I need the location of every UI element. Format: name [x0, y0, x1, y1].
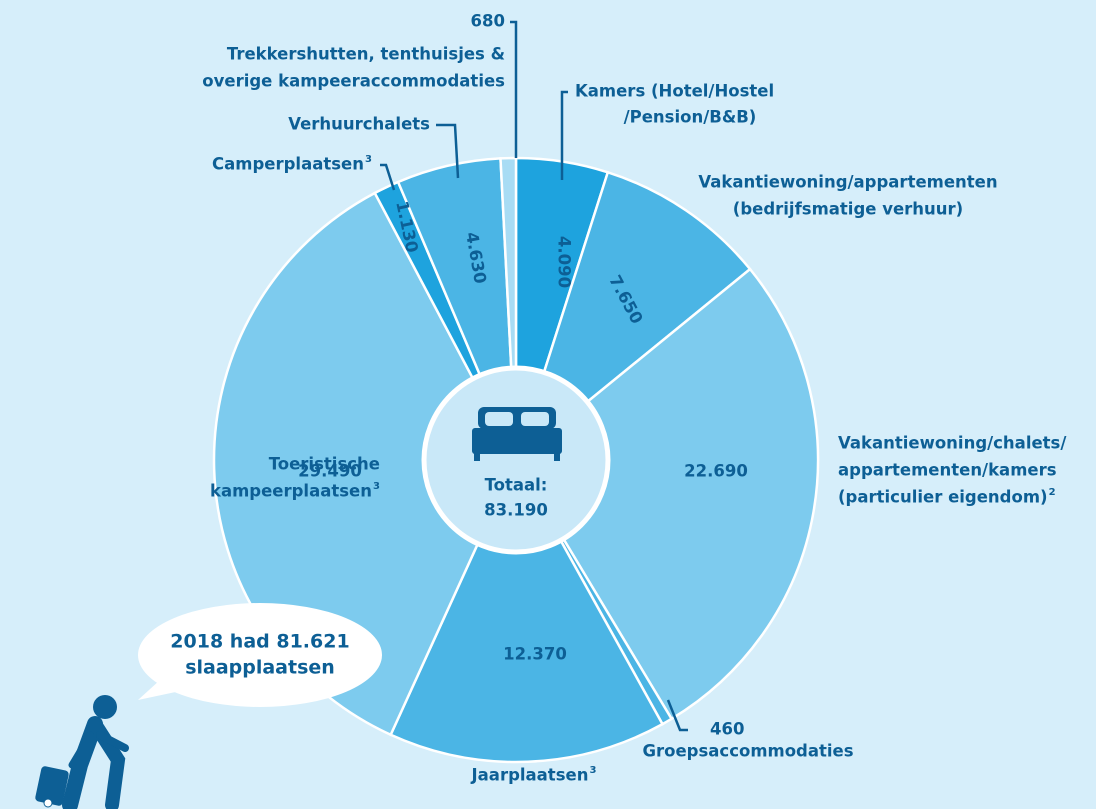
leader-line — [510, 20, 518, 158]
category-label: Jaarplaatsen — [471, 766, 589, 785]
category-label: Verhuurchalets — [288, 115, 430, 134]
speech-bubble — [138, 603, 382, 707]
footnote-mark: 3 — [589, 765, 596, 776]
category-label: Toeristische — [269, 455, 380, 474]
category-label: Kamers (Hotel/Hostel — [575, 82, 774, 101]
footnote-mark: 2 — [1049, 487, 1056, 498]
value-label: 22.690 — [684, 462, 748, 481]
value-label: 680 — [471, 12, 505, 31]
value-label: 29.490 — [298, 462, 362, 481]
value-label: 12.370 — [503, 645, 567, 664]
category-label: Trekkershutten, tenthuisjes & — [227, 45, 505, 64]
leader-line — [560, 90, 568, 180]
category-label: (bedrijfsmatige verhuur) — [733, 200, 963, 219]
total-label: Totaal: — [485, 476, 548, 495]
category-label: Camperplaatsen — [212, 155, 364, 174]
footnote-mark: 3 — [365, 154, 372, 165]
category-label: Vakantiewoning/appartementen — [698, 173, 997, 192]
leader-line — [380, 163, 396, 191]
footnote-mark: 3 — [373, 481, 380, 492]
annotation: 2018 had 81.621 — [170, 631, 349, 653]
category-label: Vakantiewoning/chalets/ — [838, 434, 1067, 453]
leader-line — [666, 699, 688, 732]
value-label: 4.090 — [555, 236, 574, 288]
traveller-icon — [35, 695, 129, 809]
category-label: kampeerplaatsen — [210, 482, 372, 501]
leader-line — [436, 123, 460, 179]
category-label: Groepsaccommodaties — [642, 742, 853, 761]
annotation: slaapplaatsen — [185, 657, 335, 679]
category-label: appartementen/kamers — [838, 461, 1057, 480]
bed-icon — [472, 407, 562, 461]
pie-slice — [389, 457, 665, 764]
center-circle — [421, 365, 611, 555]
total-value: 83.190 — [484, 501, 548, 520]
category-label: overige kampeeraccommodaties — [202, 72, 505, 91]
pie-slice — [514, 267, 820, 721]
category-label: /Pension/B&B) — [624, 108, 757, 127]
category-label: (particulier eigendom) — [838, 488, 1048, 507]
value-label: 460 — [710, 720, 744, 739]
